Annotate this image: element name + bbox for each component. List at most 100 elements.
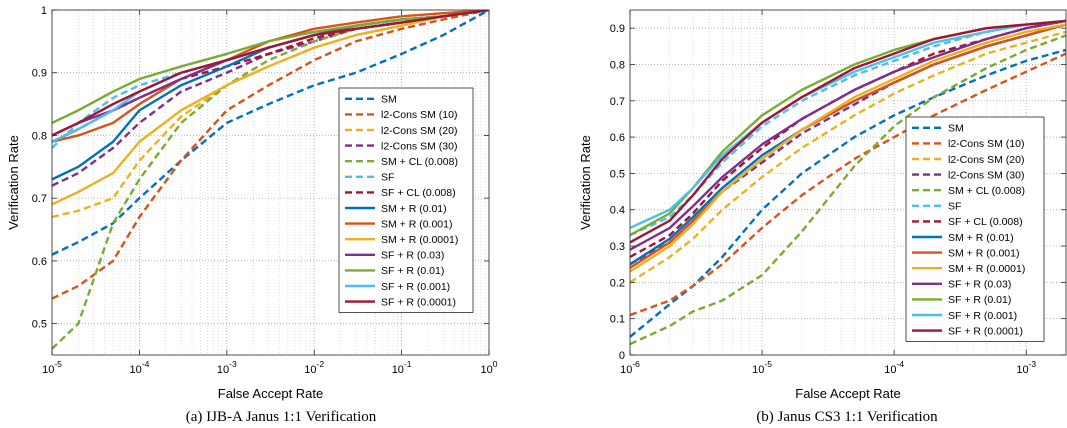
legend-label: SM + CL (0.008) xyxy=(948,185,1025,197)
legend-label: SF + R (0.01) xyxy=(948,294,1011,306)
x-tick-base: 10 xyxy=(884,364,896,376)
series-group xyxy=(630,19,1066,346)
x-tick-label: 100 xyxy=(481,359,498,376)
legend-label: SF + R (0.001) xyxy=(948,310,1017,322)
legend-label: SM xyxy=(948,123,964,135)
series-line xyxy=(630,19,1066,244)
series-line xyxy=(52,10,489,256)
series-line xyxy=(52,10,489,143)
series-line xyxy=(630,19,1066,251)
legend-box xyxy=(905,116,1045,342)
x-tick-exp: -2 xyxy=(317,359,325,369)
y-tick-label: 0.8 xyxy=(610,59,625,71)
series-line xyxy=(52,10,489,137)
series-line xyxy=(52,10,489,124)
legend-label: SM + R (0.001) xyxy=(948,247,1020,259)
x-tick-label: 10-5 xyxy=(42,359,62,376)
x-tick-exp: -5 xyxy=(54,359,62,369)
legend-label: l2-Cons SM (20) xyxy=(381,125,457,137)
series-line xyxy=(630,19,1066,229)
series-line xyxy=(630,30,1066,284)
x-tick-exp: 0 xyxy=(493,359,498,369)
x-tick-exp: -4 xyxy=(142,359,150,369)
series-group xyxy=(52,10,489,350)
x-tick-base: 10 xyxy=(304,364,316,376)
x-tick-label: 10-2 xyxy=(304,359,324,376)
y-tick-label: 0.7 xyxy=(32,193,47,205)
axes-box xyxy=(629,9,1067,356)
x-tick-exp: -3 xyxy=(229,359,237,369)
series-line xyxy=(52,10,489,206)
y-tick-label: 1 xyxy=(41,5,47,17)
legend-label: SF + CL (0.008) xyxy=(948,216,1023,228)
x-tick-exp: -5 xyxy=(764,359,772,369)
x-tick-label: 10-4 xyxy=(884,359,904,376)
legend-label: SF + R (0.03) xyxy=(948,279,1011,291)
figure-caption: (a) IJB-A Janus 1:1 Verification xyxy=(186,409,377,425)
y-tick-label: 0.5 xyxy=(32,319,47,331)
x-tick-base: 10 xyxy=(42,364,54,376)
series-line xyxy=(630,23,1066,273)
series-line xyxy=(630,48,1066,338)
legend-box xyxy=(338,87,474,313)
legend-label: SF + CL (0.008) xyxy=(381,187,456,199)
chart-panel-b: 10-6 10-5 10-4 10-300.10.20.30.40.50.60.70.… xyxy=(578,9,1067,425)
legend-label: SM xyxy=(381,94,397,106)
legend-label: SF + R (0.0001) xyxy=(381,296,456,308)
y-tick-label: 0.6 xyxy=(32,256,47,268)
legend-label: SF + R (0.0001) xyxy=(948,325,1023,337)
legend-label: SM + R (0.01) xyxy=(381,203,447,215)
legend-label: SM + CL (0.008) xyxy=(381,156,458,168)
series-line xyxy=(52,10,489,300)
x-tick-exp: -4 xyxy=(897,359,905,369)
x-tick-exp: -3 xyxy=(1029,359,1037,369)
legend: SM l2-Cons SM (10) l2-Cons SM (20) l2-Cons … xyxy=(905,116,1045,342)
y-tick-label: 0.8 xyxy=(32,130,47,142)
legend-label: l2-Cons SM (30) xyxy=(381,140,457,152)
x-tick-base: 10 xyxy=(392,364,404,376)
x-tick-label: 10-4 xyxy=(129,359,149,376)
figure-caption: (b) Janus CS3 1:1 Verification xyxy=(756,409,938,425)
x-tick-base: 10 xyxy=(1016,364,1028,376)
legend-label: SF xyxy=(381,172,394,184)
x-axis-label: False Accept Rate xyxy=(795,386,901,401)
legend-label: SM + R (0.0001) xyxy=(381,234,458,246)
legend: SM l2-Cons SM (10) l2-Cons SM (20) l2-Cons … xyxy=(338,87,474,313)
legend-label: l2-Cons SM (10) xyxy=(948,138,1024,150)
x-tick-label: 10-3 xyxy=(217,359,237,376)
y-tick-label: 0.5 xyxy=(610,168,625,180)
legend-label: SF + R (0.01) xyxy=(381,265,444,277)
legend-label: l2-Cons SM (20) xyxy=(948,154,1024,166)
y-axis-label: Verification Rate xyxy=(578,135,593,230)
legend-label: l2-Cons SM (30) xyxy=(948,169,1024,181)
y-tick-label: 0.1 xyxy=(610,314,625,326)
x-tick-label: 10-1 xyxy=(392,359,412,376)
series-line xyxy=(630,23,1066,269)
x-tick-exp: -1 xyxy=(404,359,412,369)
axes-box xyxy=(51,9,490,356)
x-tick-base: 10 xyxy=(752,364,764,376)
legend-label: SF + R (0.03) xyxy=(381,250,444,262)
y-tick-label: 0.9 xyxy=(610,23,625,35)
y-tick-label: 0.6 xyxy=(610,132,625,144)
legend-label: SF + R (0.001) xyxy=(381,281,450,293)
legend-label: SM + R (0.01) xyxy=(948,232,1014,244)
y-tick-label: 0.3 xyxy=(610,241,625,253)
legend-label: SM + R (0.001) xyxy=(381,218,453,230)
y-tick-label: 0.7 xyxy=(610,96,625,108)
x-tick-label: 10-6 xyxy=(620,359,640,376)
x-tick-exp: -6 xyxy=(632,359,640,369)
y-tick-label: 0.2 xyxy=(610,277,625,289)
y-tick-label: 0.9 xyxy=(32,68,47,80)
x-axis-label: False Accept Rate xyxy=(218,386,324,401)
x-tick-base: 10 xyxy=(481,364,493,376)
legend-label: SF xyxy=(948,201,961,213)
x-tick-base: 10 xyxy=(129,364,141,376)
legend-label: SM + R (0.0001) xyxy=(948,263,1025,275)
x-tick-base: 10 xyxy=(620,364,632,376)
series-line xyxy=(630,52,1066,317)
x-tick-base: 10 xyxy=(217,364,229,376)
chart-panel-a: 10-5 10-4 10-3 10-2 10-1 1000.50.60.70.80.91F… xyxy=(6,5,498,425)
y-tick-label: 0 xyxy=(619,350,625,362)
